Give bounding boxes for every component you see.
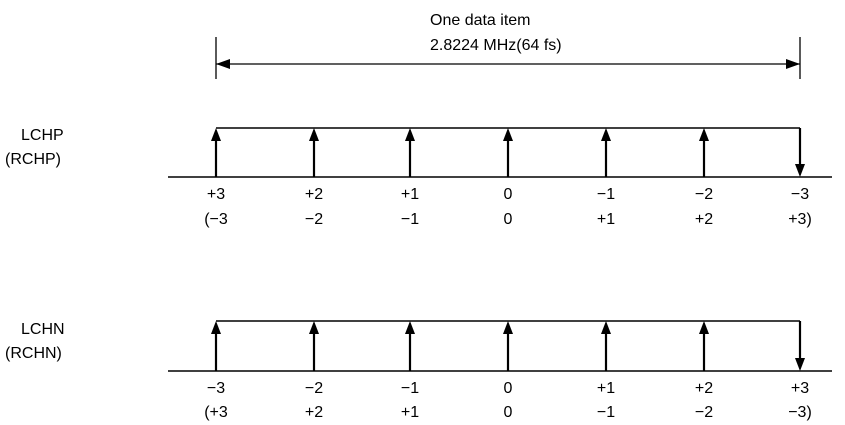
pulse-arrow-up (405, 128, 415, 177)
pulse-arrow-up (601, 128, 611, 177)
value-label-top: −3 (207, 380, 225, 397)
value-label-top: +1 (401, 186, 419, 203)
value-label-top: −3 (791, 186, 809, 203)
signal-label-alt: (RCHN) (5, 345, 62, 362)
value-label-bottom: −2 (695, 404, 713, 421)
pulse-arrow-down (795, 321, 805, 371)
value-label-top: +2 (305, 186, 323, 203)
pulse-arrow-up (309, 128, 319, 177)
value-label-top: −1 (401, 380, 419, 397)
value-label-bottom: −1 (401, 211, 419, 228)
pulse-arrow-up (699, 321, 709, 371)
signal-label: LCHP (21, 127, 64, 144)
value-label-bottom: −3) (788, 404, 812, 421)
value-label-top: −1 (597, 186, 615, 203)
value-label-top: +3 (207, 186, 225, 203)
value-label-top: −2 (695, 186, 713, 203)
value-label-top: +1 (597, 380, 615, 397)
value-label-bottom: (−3 (204, 211, 228, 228)
pulse-values: −3 −2 −1 0 +1 +2 +3 (+3 +2 +1 0 −1 −2 −3) (204, 380, 812, 421)
pulse-arrow-up (405, 321, 415, 371)
value-label-bottom: +3) (788, 211, 812, 228)
pulse-arrows (211, 321, 805, 371)
pulse-arrow-up (309, 321, 319, 371)
value-label-top: 0 (504, 186, 513, 203)
pulse-arrow-up (503, 321, 513, 371)
signal-label-alt: (RCHP) (5, 151, 61, 168)
value-label-bottom: −1 (597, 404, 615, 421)
value-label-bottom: +2 (695, 211, 713, 228)
value-label-bottom: +2 (305, 404, 323, 421)
data-item-span: One data item 2.8224 MHz(64 fs) (215, 12, 801, 79)
pulse-arrow-up (601, 321, 611, 371)
pulse-values: +3 +2 +1 0 −1 −2 −3 (−3 −2 −1 0 +1 +2 +3) (204, 186, 812, 228)
value-label-top: +3 (791, 380, 809, 397)
pulse-arrows (211, 128, 805, 177)
value-label-bottom: 0 (504, 211, 513, 228)
panel-lchp: LCHP (RCHP) +3 +2 +1 0 −1 −2 −3 (−3 −2 −1 0 +1 +2 +3) (5, 127, 832, 228)
value-label-bottom: −2 (305, 211, 323, 228)
span-left-arrowhead (216, 59, 230, 69)
pulse-arrow-up (211, 321, 221, 371)
value-label-bottom: 0 (504, 404, 513, 421)
span-frequency: 2.8224 MHz(64 fs) (430, 37, 562, 54)
value-label-bottom: +1 (401, 404, 419, 421)
pulse-arrow-up (699, 128, 709, 177)
value-label-top: +2 (695, 380, 713, 397)
value-label-bottom: (+3 (204, 404, 228, 421)
value-label-top: 0 (504, 380, 513, 397)
span-title: One data item (430, 12, 531, 29)
pulse-arrow-up (211, 128, 221, 177)
signal-label: LCHN (21, 321, 65, 338)
value-label-bottom: +1 (597, 211, 615, 228)
pulse-arrow-down (795, 128, 805, 177)
pulse-arrow-up (503, 128, 513, 177)
span-right-arrowhead (786, 59, 800, 69)
panel-lchn: LCHN (RCHN) −3 −2 −1 0 +1 +2 +3 (+3 +2 +1 0 −1 −2 −3) (5, 320, 832, 421)
value-label-top: −2 (305, 380, 323, 397)
